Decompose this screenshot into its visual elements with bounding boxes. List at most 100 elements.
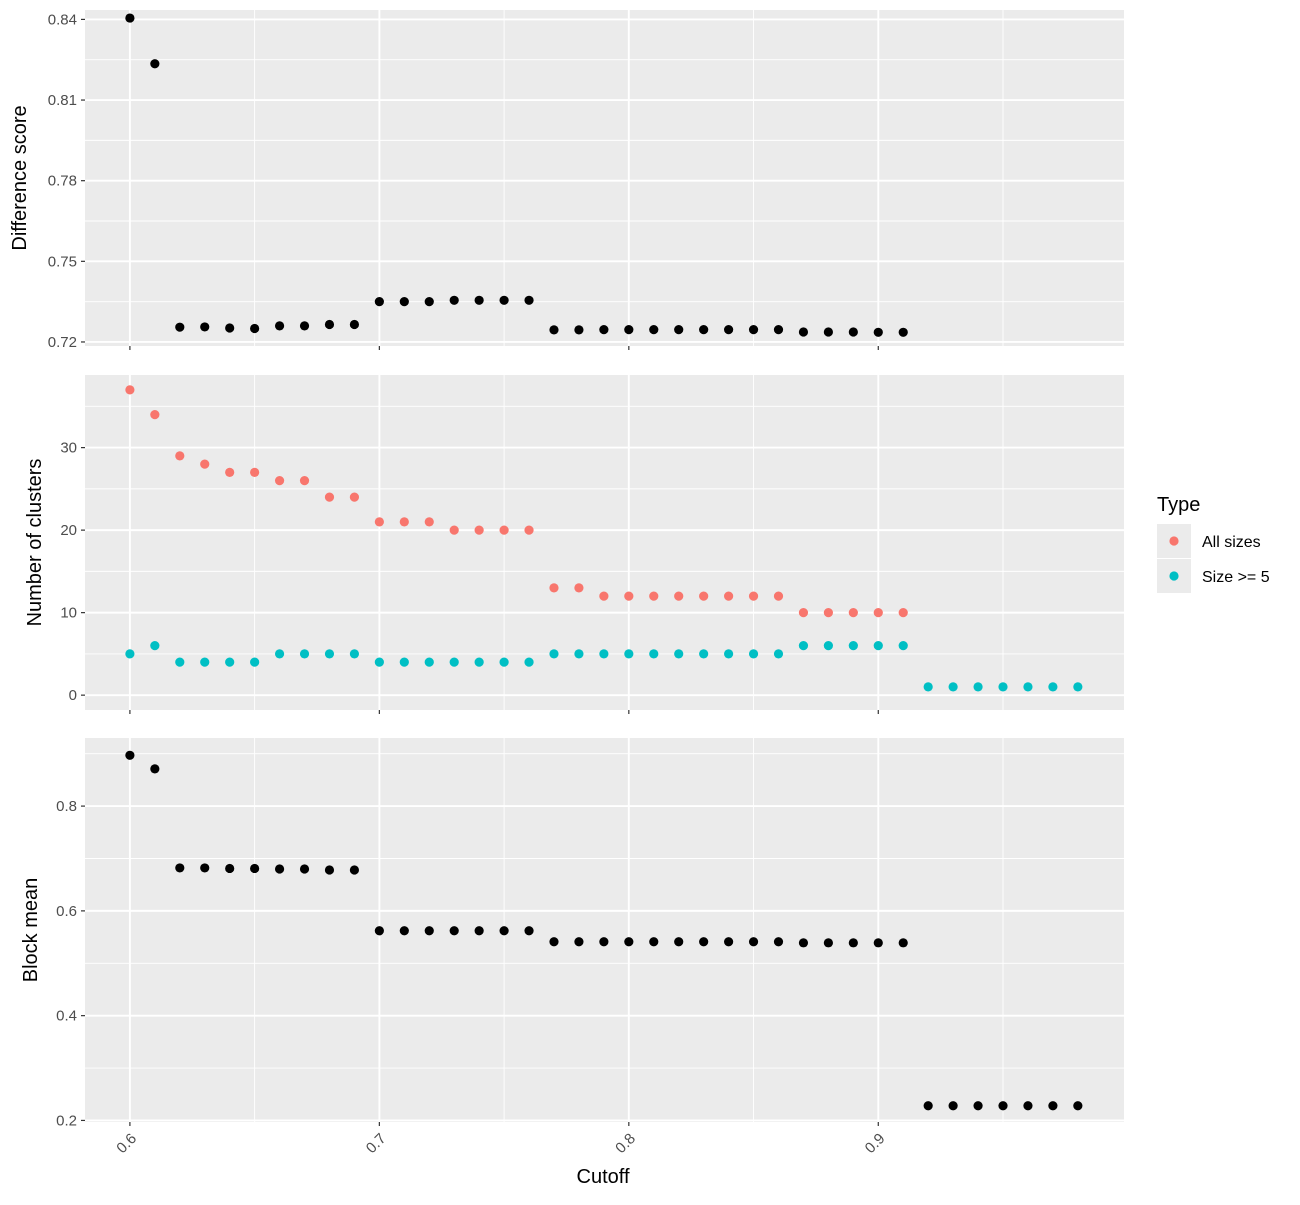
data-point	[649, 649, 659, 659]
data-point	[225, 863, 235, 874]
data-point	[474, 525, 484, 535]
data-point	[200, 322, 210, 332]
data-point	[374, 517, 384, 527]
data-point	[773, 937, 784, 947]
data-point	[424, 517, 434, 527]
data-point	[1048, 1101, 1058, 1111]
data-point	[748, 591, 759, 601]
y-tick-label: 0.84	[48, 11, 77, 28]
data-point	[499, 525, 509, 535]
data-point	[973, 682, 983, 692]
data-point	[274, 321, 285, 331]
x-tick-label: 0.6	[113, 1130, 140, 1157]
data-point	[574, 649, 584, 659]
series-points-0	[125, 750, 1083, 1111]
data-point	[923, 682, 933, 692]
data-point	[274, 649, 285, 659]
x-tick-label: 0.9	[862, 1130, 889, 1157]
data-point	[549, 937, 559, 947]
legend-items: All sizes Size >= 5	[1157, 524, 1270, 593]
data-point	[674, 937, 684, 947]
legend-item: All sizes	[1157, 524, 1261, 558]
data-point	[599, 649, 609, 659]
data-point	[524, 926, 534, 936]
panel-background	[85, 738, 1124, 1122]
data-point	[524, 525, 534, 535]
data-point	[1073, 1101, 1083, 1111]
legend-key-marker	[1169, 536, 1179, 546]
data-point	[150, 59, 160, 69]
data-point	[724, 591, 734, 601]
data-point	[1048, 682, 1058, 692]
data-point	[699, 591, 709, 601]
data-point	[724, 937, 734, 947]
legend-item: Size >= 5	[1157, 559, 1270, 593]
data-point	[250, 657, 260, 667]
data-point	[574, 325, 584, 335]
data-point	[1023, 682, 1033, 692]
data-point	[823, 938, 833, 948]
data-point	[449, 295, 459, 305]
data-point	[848, 938, 858, 948]
data-point	[798, 327, 809, 337]
data-point	[474, 657, 484, 667]
data-point	[299, 864, 310, 874]
data-point	[873, 938, 883, 948]
data-point	[150, 410, 160, 420]
data-point	[998, 682, 1008, 692]
data-point	[474, 295, 484, 305]
data-point	[449, 657, 459, 667]
legend-key-marker	[1169, 571, 1179, 581]
panel-top: 0.72 0.75 0.78 0.81 0.84 Difference score	[9, 10, 1124, 351]
data-point	[499, 926, 509, 936]
data-point	[674, 325, 684, 335]
data-point	[898, 938, 908, 948]
data-point	[200, 863, 210, 873]
data-point	[823, 327, 833, 337]
data-point	[449, 525, 459, 535]
panels-layer: 0.72 0.75 0.78 0.81 0.84 Difference score 0 10 2…	[9, 10, 1124, 1157]
data-point	[349, 319, 360, 330]
data-point	[549, 649, 559, 659]
panel-background	[85, 10, 1124, 346]
data-point	[225, 467, 235, 477]
data-point	[424, 926, 434, 936]
data-point	[250, 863, 260, 874]
x-axis-title: Cutoff	[577, 1166, 630, 1188]
data-point	[399, 657, 409, 667]
data-point	[748, 649, 759, 659]
data-point	[798, 938, 809, 948]
y-axis-title: Block mean	[20, 878, 42, 983]
data-point	[299, 476, 310, 486]
data-point	[674, 591, 684, 601]
data-point	[200, 657, 210, 667]
y-tick-label: 0.72	[48, 334, 77, 351]
data-point	[624, 649, 634, 659]
data-point	[649, 591, 659, 601]
data-point	[898, 608, 908, 618]
data-point	[374, 297, 384, 307]
data-point	[125, 649, 135, 659]
data-point	[299, 321, 310, 331]
panel-background	[85, 375, 1124, 710]
data-point	[624, 591, 634, 601]
panel-bottom: 0.2 0.4 0.6 0.8 0.6 0.7 0.8 0.9 Block mean	[20, 738, 1124, 1157]
data-point	[225, 657, 235, 667]
data-point	[125, 750, 135, 760]
data-point	[574, 937, 584, 947]
data-point	[374, 926, 384, 936]
data-point	[773, 591, 784, 601]
data-point	[299, 649, 310, 659]
data-point	[524, 657, 534, 667]
series-size-5	[125, 641, 1083, 692]
data-point	[150, 764, 160, 774]
legend-label: All sizes	[1202, 534, 1261, 551]
data-point	[848, 608, 858, 618]
data-point	[274, 864, 285, 874]
data-point	[599, 325, 609, 335]
y-axis-title: Number of clusters	[24, 459, 46, 627]
data-point	[898, 327, 908, 337]
data-point	[399, 297, 409, 307]
data-point	[649, 937, 659, 947]
